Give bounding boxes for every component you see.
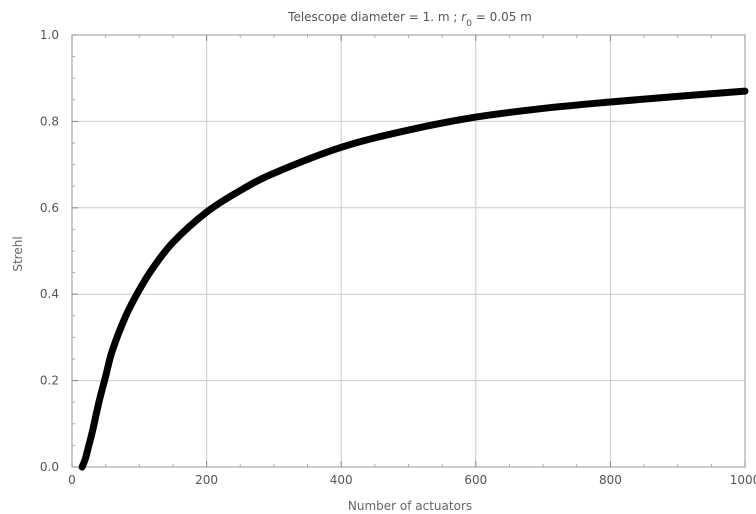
y-tick-label: 0.6: [40, 201, 59, 215]
y-tick-label: 0.8: [40, 114, 59, 128]
y-tick-label: 0.4: [40, 287, 59, 301]
y-axis-label: Strehl: [11, 236, 25, 271]
x-tick-label: 200: [195, 473, 218, 487]
series-line: [78, 87, 749, 471]
y-tick-label: 0.2: [40, 374, 59, 388]
tick-layer: [71, 34, 746, 468]
y-tick-label: 0.0: [40, 460, 59, 474]
y-tick-label: 1.0: [40, 28, 59, 42]
x-axis-label: Number of actuators: [348, 499, 472, 513]
chart-title: Telescope diameter = 1. m ; r0 = 0.05 m: [287, 10, 532, 29]
x-tick-label: 600: [464, 473, 487, 487]
x-tick-label: 400: [330, 473, 353, 487]
series-layer: [78, 87, 749, 471]
x-tick-label: 800: [599, 473, 622, 487]
x-tick-label: 0: [68, 473, 76, 487]
